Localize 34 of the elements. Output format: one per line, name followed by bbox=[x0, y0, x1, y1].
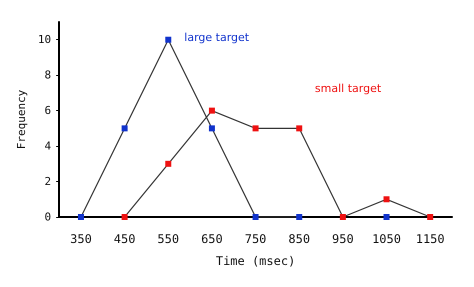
point bbox=[296, 125, 302, 132]
point bbox=[252, 214, 259, 220]
x-tick-label: 750 bbox=[244, 232, 266, 246]
y-tick-label: 2 bbox=[44, 175, 52, 188]
y-tick-label: 4 bbox=[44, 140, 52, 153]
x-tick-label: 1050 bbox=[372, 232, 401, 246]
point bbox=[165, 36, 172, 43]
point bbox=[252, 125, 259, 132]
point bbox=[384, 214, 390, 220]
x-tick-label: 450 bbox=[114, 232, 136, 246]
point bbox=[122, 125, 128, 132]
point bbox=[165, 160, 172, 167]
point bbox=[384, 196, 390, 202]
y-tick-label: 8 bbox=[44, 68, 52, 82]
point bbox=[208, 125, 215, 132]
x-tick-label: 1150 bbox=[416, 232, 445, 246]
x-axis-title: Time (msec) bbox=[216, 254, 296, 268]
point bbox=[427, 214, 434, 220]
point bbox=[78, 214, 84, 220]
point bbox=[296, 214, 302, 220]
y-tick-label: 10 bbox=[38, 33, 52, 46]
text: small target bbox=[314, 82, 382, 96]
x-tick-label: 350 bbox=[70, 232, 92, 246]
x-tick-label: 850 bbox=[288, 232, 310, 246]
y-tick-label: 0 bbox=[44, 210, 52, 224]
point bbox=[340, 214, 346, 220]
point bbox=[208, 108, 215, 114]
x-tick-label: 650 bbox=[201, 232, 223, 246]
series-label: large target bbox=[184, 31, 250, 44]
point bbox=[122, 214, 128, 220]
y-tick-label: 6 bbox=[44, 104, 52, 118]
y-axis-title: Frequency bbox=[15, 89, 28, 150]
x-tick-label: 550 bbox=[157, 232, 180, 246]
x-tick-label: 950 bbox=[332, 232, 354, 246]
